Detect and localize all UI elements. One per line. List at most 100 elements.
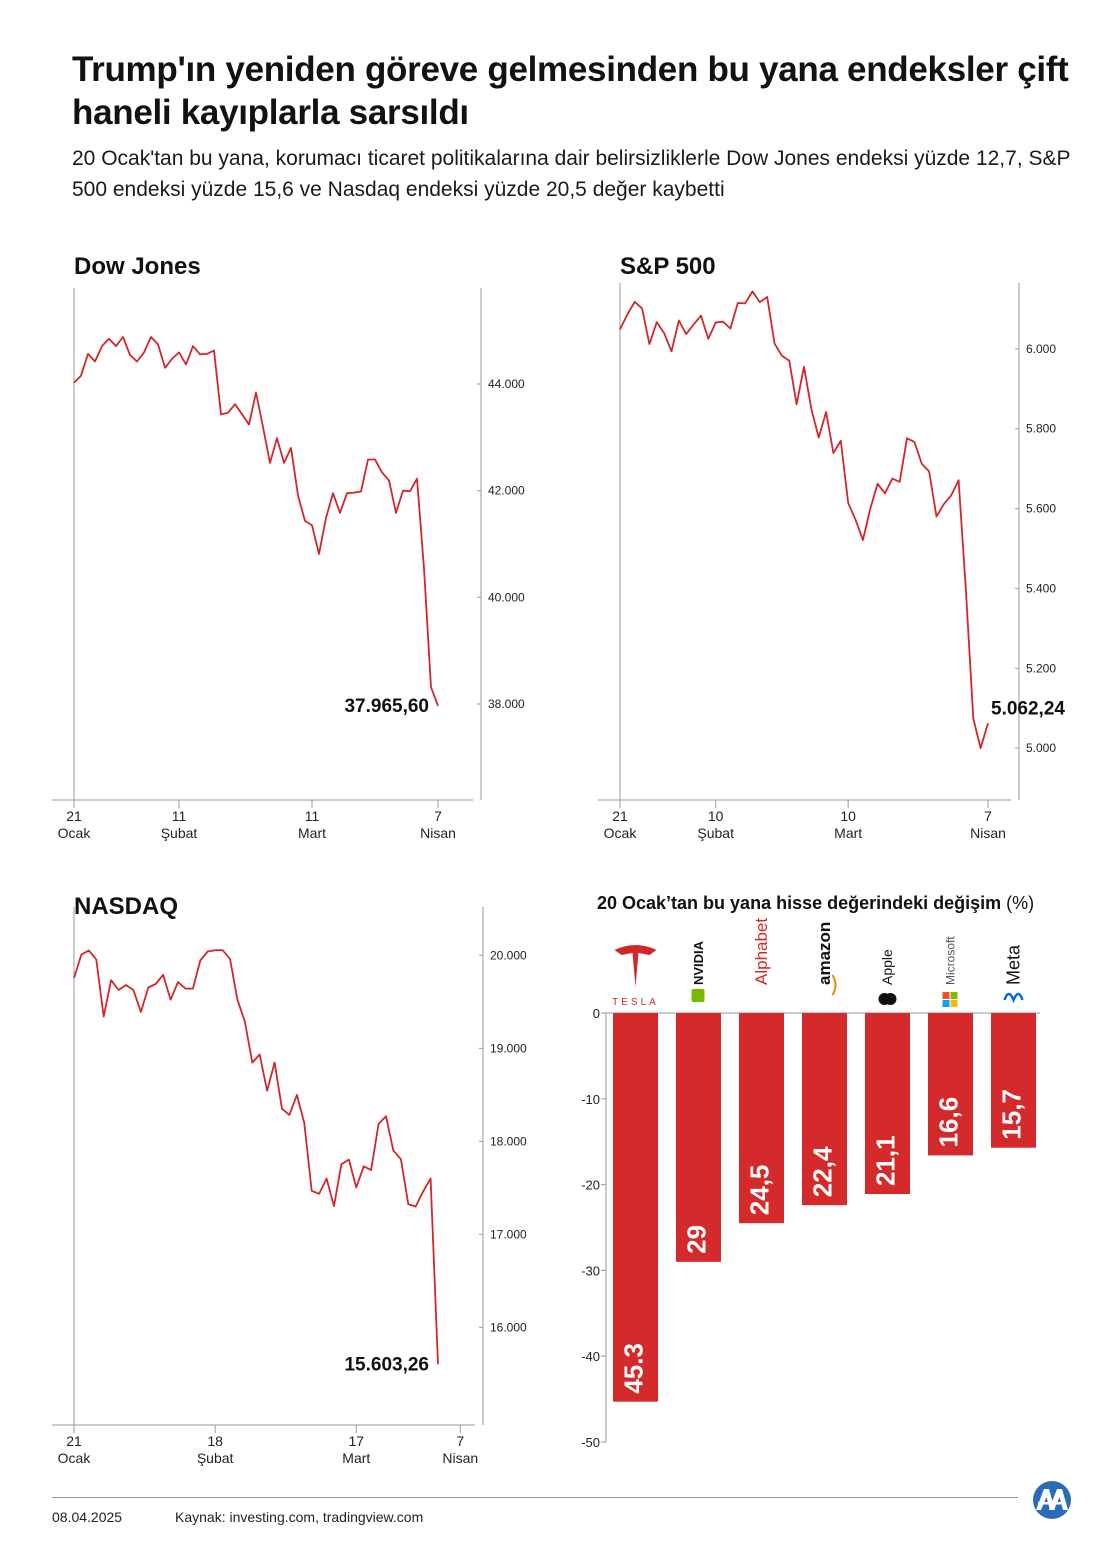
dow-x-tick-label-month: Mart xyxy=(298,825,326,841)
sp500-title: S&P 500 xyxy=(620,253,716,280)
stocks-y-tick-label: -30 xyxy=(581,1263,600,1278)
sp500-x-tick-label-day: 7 xyxy=(984,808,992,824)
aa-logo-letter-a1 xyxy=(1036,1489,1055,1510)
brand-logo-meta: Meta xyxy=(1003,944,1024,1004)
stocks-bar xyxy=(613,1013,658,1402)
stocks-bar-value-label: 29 xyxy=(681,1225,711,1254)
brand-label: Alphabet xyxy=(752,918,771,985)
footer-divider xyxy=(52,1497,1018,1498)
nasdaq-x-tick-label-month: Şubat xyxy=(197,1450,234,1466)
stocks-chart-title-text: 20 Ocak’tan bu yana hisse değerindeki de… xyxy=(597,893,1002,913)
nasdaq-x-tick-label-month: Ocak xyxy=(58,1450,92,1466)
meta-infinity-icon xyxy=(1003,992,1024,1004)
stocks-y-tick-label: 0 xyxy=(593,1006,600,1021)
stocks-bar xyxy=(865,1013,910,1195)
sp500-x-tick-label-month: Mart xyxy=(834,825,862,841)
sp500-last-value-label: 5.062,24 xyxy=(991,698,1065,719)
sp500-x-tick-label-day: 10 xyxy=(708,808,724,824)
microsoft-square-yellow xyxy=(950,1000,958,1007)
stocks-bar xyxy=(991,1013,1036,1148)
brand-label: NVIDIA xyxy=(691,940,706,985)
brand-logo-tesla: TESLA xyxy=(612,945,659,1008)
dow-jones-title: Dow Jones xyxy=(74,253,201,280)
brand-logo-microsoft: Microsoft xyxy=(942,936,958,1007)
dow-series-line xyxy=(73,336,439,707)
nasdaq-y-tick-label: 18.000 xyxy=(490,1134,527,1148)
microsoft-square-green xyxy=(950,992,958,999)
stocks-bar xyxy=(676,1013,721,1262)
nasdaq-x-tick-label-day: 18 xyxy=(207,1433,223,1449)
stocks-y-tick-label: -10 xyxy=(581,1092,600,1107)
brand-logo-nvidia: NVIDIA xyxy=(691,940,706,1002)
sp500-x-tick-label-day: 21 xyxy=(612,808,628,824)
brand-label: Microsoft xyxy=(944,936,958,985)
aa-logo-bar xyxy=(1038,1502,1066,1505)
dow-x-tick-label-month: Şubat xyxy=(161,825,198,841)
dow-x-tick-label-month: Nisan xyxy=(420,825,456,841)
nasdaq-x-tick-label-month: Nisan xyxy=(442,1450,478,1466)
amazon-smile-icon xyxy=(831,974,837,996)
stocks-bar-value-label: 45.3 xyxy=(618,1343,648,1394)
page-subtitle: 20 Ocak'tan bu yana, korumacı ticaret po… xyxy=(72,147,1071,201)
microsoft-square-red xyxy=(942,992,950,999)
dow-x-tick-label-day: 11 xyxy=(172,808,187,824)
sp500-y-tick-label: 5.000 xyxy=(1026,741,1056,755)
sp500-y-tick-label: 5.800 xyxy=(1026,422,1056,436)
page-title: Trump'ın yeniden göreve gelmesinden bu y… xyxy=(72,50,1069,132)
nasdaq-title: NASDAQ xyxy=(74,893,179,920)
dow-y-tick-label: 40.000 xyxy=(488,590,525,604)
sp500-y-tick-label: 5.400 xyxy=(1026,581,1056,595)
sp500-y-tick-label: 6.000 xyxy=(1026,342,1056,356)
sp500-y-tick-label: 5.600 xyxy=(1026,502,1056,516)
brand-logo-apple: Apple xyxy=(878,949,897,1005)
brand-label: amazon xyxy=(815,922,834,985)
nasdaq-y-tick-label: 16.000 xyxy=(490,1320,527,1334)
aa-logo-letter-a2 xyxy=(1049,1489,1068,1510)
nasdaq-x-tick-label-day: 17 xyxy=(348,1433,364,1449)
dow-y-tick-label: 38.000 xyxy=(488,697,525,711)
stocks-y-tick-label: -50 xyxy=(581,1435,600,1450)
sp500-x-tick-label-month: Ocak xyxy=(604,825,638,841)
footer-source: Kaynak: investing.com, tradingview.com xyxy=(175,1509,424,1525)
stocks-bar xyxy=(739,1013,784,1224)
nasdaq-y-tick-label: 19.000 xyxy=(490,1041,527,1055)
brand-label: TESLA xyxy=(612,997,659,1008)
brand-logo-alphabet: Alphabet xyxy=(752,918,771,985)
nasdaq-series-line xyxy=(73,949,439,1365)
stocks-bar-value-label: 21,1 xyxy=(870,1135,900,1186)
apple-icon-right xyxy=(884,993,897,1005)
sp500-x-tick-label-month: Şubat xyxy=(697,825,734,841)
sp500-x-tick-label-month: Nisan xyxy=(970,825,1006,841)
stocks-bar xyxy=(802,1013,847,1206)
stocks-bar-value-label: 16,6 xyxy=(933,1097,963,1148)
stocks-bar-value-label: 15,7 xyxy=(996,1089,1026,1140)
stocks-bar xyxy=(928,1013,973,1156)
brand-label: Meta xyxy=(1003,944,1023,985)
dow-y-tick-label: 44.000 xyxy=(488,377,525,391)
brand-label: Apple xyxy=(879,949,895,985)
nasdaq-x-tick-label-month: Mart xyxy=(342,1450,370,1466)
dow-x-tick-label-month: Ocak xyxy=(58,825,92,841)
dow-x-tick-label-day: 11 xyxy=(305,808,320,824)
sp500-x-tick-label-day: 10 xyxy=(840,808,856,824)
footer-date: 08.04.2025 xyxy=(52,1509,123,1525)
nasdaq-last-value-label: 15.603,26 xyxy=(344,1354,429,1375)
nasdaq-y-tick-label: 17.000 xyxy=(490,1227,527,1241)
dow-y-tick-label: 42.000 xyxy=(488,484,525,498)
dow-last-value-label: 37.965,60 xyxy=(344,696,429,717)
stocks-y-tick-label: -20 xyxy=(581,1178,600,1193)
anadolu-agency-logo xyxy=(1033,1481,1071,1519)
nvidia-eye-icon xyxy=(691,989,705,1002)
microsoft-square-blue xyxy=(942,1000,950,1007)
stocks-y-tick-label: -40 xyxy=(581,1349,600,1364)
dow-x-tick-label-day: 21 xyxy=(66,808,82,824)
nasdaq-y-tick-label: 20.000 xyxy=(490,948,527,962)
stocks-chart-title: 20 Ocak’tan bu yana hisse değerindeki de… xyxy=(597,893,1034,914)
nasdaq-x-tick-label-day: 7 xyxy=(456,1433,464,1449)
dow-x-tick-label-day: 7 xyxy=(434,808,442,824)
stocks-bar-value-label: 24,5 xyxy=(744,1165,774,1216)
